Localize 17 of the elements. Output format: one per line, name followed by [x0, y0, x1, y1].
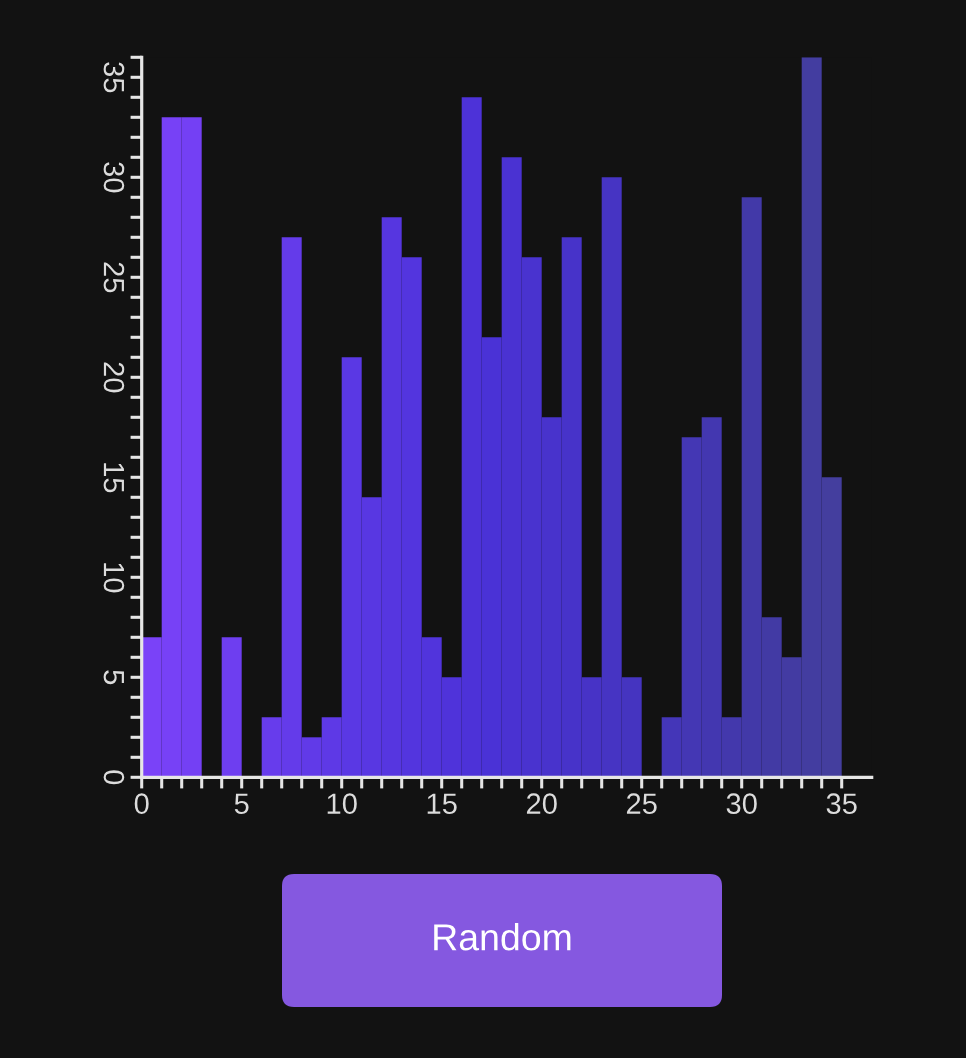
text: Random	[434, 923, 571, 951]
y-tick-label: 35	[103, 62, 125, 93]
y-tick-label: 25	[103, 262, 125, 293]
y-tick-label: 20	[103, 362, 125, 393]
y-tick-label: 10	[103, 563, 125, 593]
x-tick-label: 30	[726, 793, 757, 814]
y-tick-label: 30	[103, 162, 125, 193]
y-tick-label: 0	[103, 770, 125, 785]
x-tick-label: 25	[626, 793, 657, 814]
y-tick-label: 5	[103, 670, 124, 685]
y-tick-label: 15	[103, 463, 124, 493]
x-tick-label: 5	[234, 793, 249, 814]
x-tick-label: 15	[427, 793, 457, 814]
x-tick-label: 10	[327, 793, 357, 814]
x-tick-label: 20	[526, 793, 557, 814]
x-tick-label: 0	[134, 793, 149, 814]
x-tick-label: 35	[826, 793, 857, 814]
